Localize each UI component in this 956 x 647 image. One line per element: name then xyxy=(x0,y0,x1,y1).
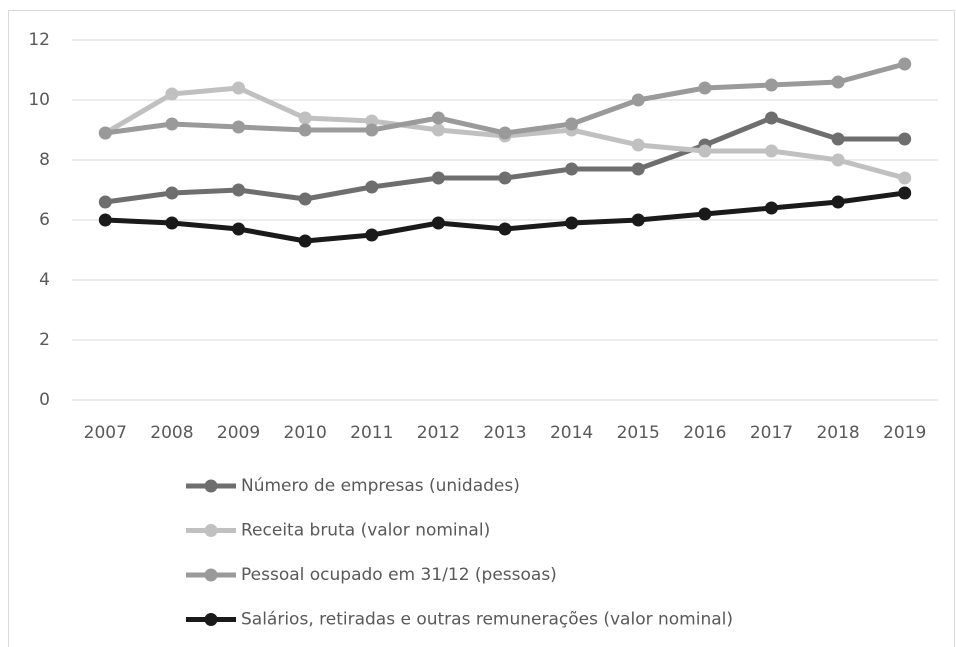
data-point xyxy=(831,153,845,167)
x-tick-label: 2015 xyxy=(617,423,660,443)
legend-marker xyxy=(204,524,218,537)
data-point xyxy=(565,162,579,176)
data-point xyxy=(764,144,778,158)
data-point xyxy=(898,57,912,71)
data-point xyxy=(831,75,845,89)
data-point xyxy=(431,111,445,125)
legend-marker xyxy=(204,479,218,493)
data-point xyxy=(565,117,579,131)
legend-label: Pessoal ocupado em 31/12 (pessoas) xyxy=(241,565,557,585)
data-point xyxy=(431,171,445,185)
data-point xyxy=(98,195,112,209)
x-tick-label: 2011 xyxy=(350,423,393,443)
data-point xyxy=(764,111,778,125)
data-point xyxy=(631,162,645,176)
data-point xyxy=(365,228,379,242)
y-tick-label: 4 xyxy=(39,270,50,290)
chart-frame xyxy=(8,10,955,647)
data-point xyxy=(365,114,379,128)
data-point xyxy=(498,126,512,140)
legend-label: Número de empresas (unidades) xyxy=(241,476,520,496)
data-point xyxy=(764,78,778,92)
data-point xyxy=(232,81,246,95)
data-point xyxy=(232,183,246,197)
x-tick-label: 2009 xyxy=(217,423,260,443)
data-point xyxy=(98,213,112,227)
x-tick-label: 2010 xyxy=(284,423,327,443)
data-point xyxy=(298,123,312,137)
data-point xyxy=(698,207,712,221)
y-tick-label: 12 xyxy=(28,30,50,50)
data-point xyxy=(898,186,912,200)
y-tick-label: 8 xyxy=(39,150,50,170)
data-point xyxy=(232,120,246,134)
data-point xyxy=(165,117,179,131)
data-point xyxy=(565,216,579,230)
x-tick-label: 2017 xyxy=(750,423,793,443)
data-point xyxy=(165,186,179,200)
legend-label: Receita bruta (valor nominal) xyxy=(241,521,490,541)
data-point xyxy=(431,216,445,230)
data-point xyxy=(98,126,112,140)
x-tick-label: 2018 xyxy=(816,423,859,443)
data-point xyxy=(298,192,312,206)
data-point xyxy=(365,180,379,194)
y-tick-label: 0 xyxy=(39,390,50,410)
data-point xyxy=(298,111,312,125)
data-point xyxy=(365,123,379,137)
data-point xyxy=(898,171,912,185)
x-tick-label: 2019 xyxy=(883,423,926,443)
data-point xyxy=(698,144,712,158)
legend-marker xyxy=(204,568,218,582)
data-point xyxy=(898,132,912,146)
data-point xyxy=(498,222,512,236)
y-tick-label: 10 xyxy=(28,90,50,110)
data-point xyxy=(831,195,845,209)
data-point xyxy=(631,213,645,227)
x-tick-label: 2007 xyxy=(84,423,127,443)
y-tick-label: 6 xyxy=(39,210,50,230)
x-tick-label: 2016 xyxy=(683,423,726,443)
data-point xyxy=(831,132,845,146)
y-tick-label: 2 xyxy=(39,330,50,350)
x-tick-label: 2013 xyxy=(483,423,526,443)
data-point xyxy=(498,171,512,185)
data-point xyxy=(764,201,778,215)
legend-label: Salários, retiradas e outras remuneraçõe… xyxy=(241,610,733,630)
data-point xyxy=(698,81,712,95)
data-point xyxy=(165,216,179,230)
data-point xyxy=(631,138,645,152)
data-point xyxy=(165,87,179,101)
legend-marker xyxy=(204,613,218,626)
x-tick-label: 2012 xyxy=(417,423,460,443)
data-point xyxy=(631,93,645,107)
x-tick-label: 2008 xyxy=(150,423,193,443)
data-point xyxy=(298,234,312,248)
data-point xyxy=(431,123,445,137)
data-point xyxy=(232,222,246,236)
x-tick-label: 2014 xyxy=(550,423,593,443)
